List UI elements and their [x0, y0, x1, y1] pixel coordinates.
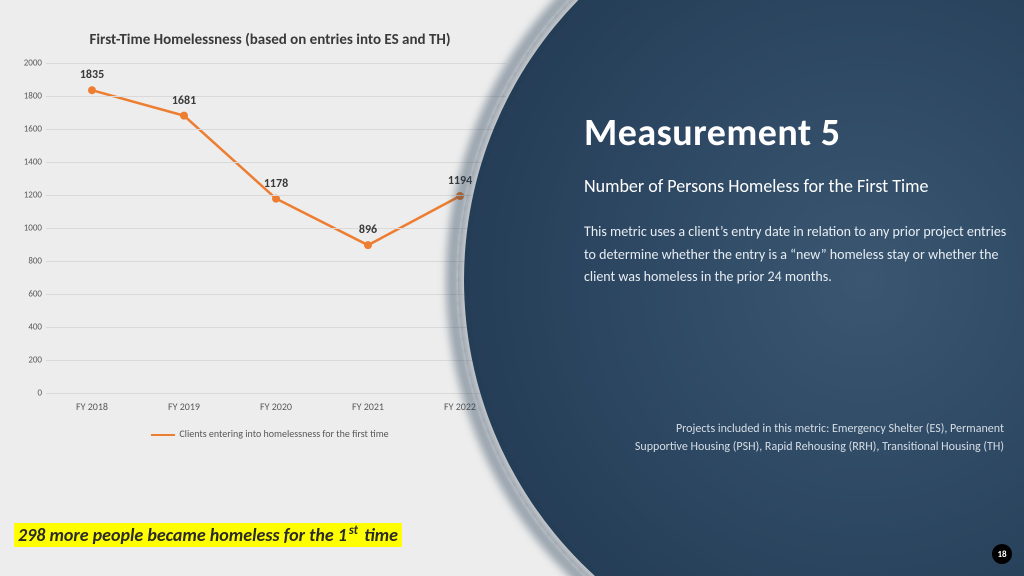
y-tick-label: 800: [12, 256, 42, 267]
x-tick-label: FY 2018: [76, 400, 108, 413]
panel-footer: Projects included in this metric: Emerge…: [634, 420, 1004, 456]
gridline: [46, 96, 506, 97]
gridline: [46, 261, 506, 262]
gridline: [46, 129, 506, 130]
y-tick-label: 600: [12, 289, 42, 300]
highlight-sup: st: [349, 523, 358, 538]
y-tick-label: 200: [12, 355, 42, 366]
page-number: 18: [992, 544, 1012, 564]
data-label: 1178: [264, 177, 288, 191]
panel-title: Measurement 5: [584, 110, 1014, 156]
x-tick-label: FY 2019: [168, 400, 200, 413]
highlight-callout: 298 more people became homeless for the …: [14, 523, 402, 546]
gridline: [46, 360, 506, 361]
panel-subtitle: Number of Persons Homeless for the First…: [584, 174, 1014, 199]
chart-plot: 1835168111788961194: [46, 63, 506, 393]
line-marker: [180, 112, 188, 120]
gridline: [46, 294, 506, 295]
y-tick-label: 0: [12, 388, 42, 399]
data-label: 1681: [172, 94, 196, 108]
gridline: [46, 228, 506, 229]
gridline: [46, 162, 506, 163]
panel-body: This metric uses a client’s entry date i…: [584, 221, 1014, 288]
gridline: [46, 327, 506, 328]
y-tick-label: 1200: [12, 190, 42, 201]
x-tick-label: FY 2021: [352, 400, 384, 413]
y-tick-label: 1000: [12, 223, 42, 234]
gridline: [46, 195, 506, 196]
data-label: 896: [359, 223, 377, 237]
x-tick-label: FY 2020: [260, 400, 292, 413]
legend-label: Clients entering into homelessness for t…: [179, 427, 388, 440]
highlight-post: time: [358, 523, 400, 547]
gridline: [46, 393, 506, 394]
line-path: [92, 90, 460, 245]
line-marker: [364, 241, 372, 249]
data-label: 1835: [80, 68, 104, 82]
legend-swatch: [151, 434, 175, 436]
y-tick-label: 1800: [12, 91, 42, 102]
chart-legend: Clients entering into homelessness for t…: [10, 427, 530, 440]
y-tick-label: 1600: [12, 124, 42, 135]
panel-text: Measurement 5 Number of Persons Homeless…: [584, 110, 1014, 288]
chart-title: First-Time Homelessness (based on entrie…: [10, 30, 530, 51]
y-tick-label: 400: [12, 322, 42, 333]
y-tick-label: 2000: [12, 58, 42, 69]
highlight-pre: 298 more people became homeless for the …: [16, 523, 349, 547]
gridline: [46, 63, 506, 64]
slide: First-Time Homelessness (based on entrie…: [0, 0, 1024, 576]
chart-box: 1835168111788961194 02004006008001000120…: [10, 63, 510, 423]
y-tick-label: 1400: [12, 157, 42, 168]
line-marker: [88, 86, 96, 94]
